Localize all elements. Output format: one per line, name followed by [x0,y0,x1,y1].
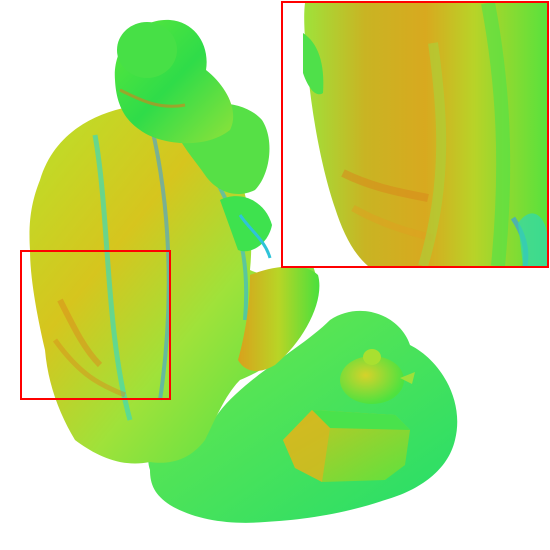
zoom-inset-render [283,3,547,266]
pot-lid [363,349,381,365]
hair-bun [117,22,177,78]
zoom-inset-panel [281,1,549,268]
statue-arm [238,266,320,372]
pot [340,356,404,404]
